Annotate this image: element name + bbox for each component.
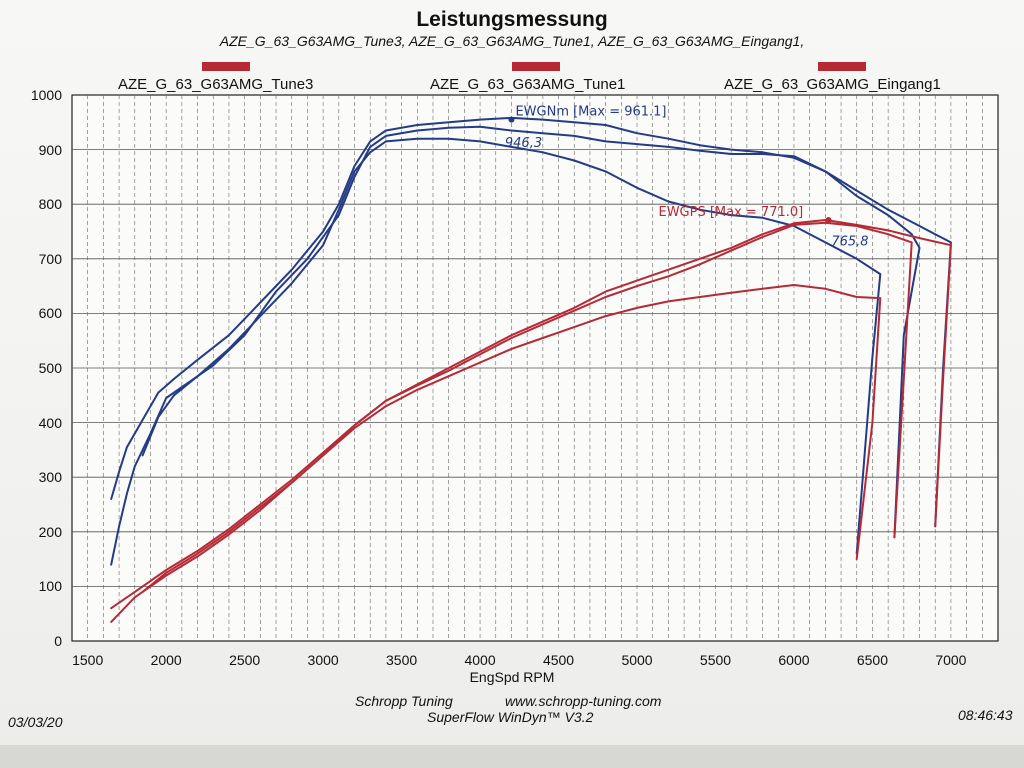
- power-series-line: [141, 284, 882, 593]
- handwritten-note: 765,8: [831, 235, 868, 250]
- x-tick-label: 5500: [699, 652, 732, 668]
- legend-swatch-tune3: [202, 62, 250, 71]
- x-axis-label: EngSpd RPM: [469, 669, 555, 685]
- legend-label-eingang1: AZE_G_63_G63AMG_Eingang1: [724, 76, 941, 93]
- x-tick-label: 7000: [935, 652, 967, 668]
- y-tick-label: 600: [38, 305, 62, 322]
- max-marker: [508, 116, 515, 123]
- y-tick-label: 0: [54, 633, 62, 649]
- max-annotation: EWGPS [Max = 771.0]: [658, 205, 803, 220]
- max-annotation: EWGNm [Max = 961.1]: [515, 105, 666, 120]
- y-tick-label: 800: [38, 196, 62, 213]
- legend-swatch-eingang1: [818, 62, 866, 71]
- power-series-line: [110, 221, 913, 623]
- legend-label-tune1: AZE_G_63_G63AMG_Tune1: [430, 76, 626, 93]
- y-tick-label: 700: [38, 250, 62, 267]
- y-tick-label: 200: [38, 523, 62, 540]
- power-series-line: [110, 219, 952, 610]
- x-tick-label: 3000: [307, 652, 339, 668]
- x-tick-label: 1500: [72, 652, 104, 668]
- x-tick-label: 4500: [542, 652, 575, 668]
- y-tick-label: 400: [38, 414, 62, 431]
- x-tick-label: 2500: [229, 652, 261, 668]
- x-tick-label: 6000: [778, 652, 810, 668]
- x-tick-label: 2000: [150, 652, 182, 668]
- grid-layer: [72, 95, 998, 641]
- x-tick-label: 5000: [621, 652, 653, 668]
- y-tick-label: 1000: [30, 87, 62, 103]
- torque-series-line: [141, 137, 882, 555]
- footer-software: SuperFlow WinDyn™ V3.2: [427, 709, 594, 725]
- annotation-layer: EWGNm [Max = 961.1] 946,3 EWGPS [Max = 771…: [505, 105, 869, 250]
- x-tick-label: 4000: [464, 652, 496, 668]
- x-tick-label: 3500: [386, 652, 418, 668]
- footer-time: 08:46:43: [958, 707, 1013, 723]
- max-marker: [825, 217, 832, 224]
- footer-url: www.schropp-tuning.com: [505, 693, 662, 709]
- handwritten-note: 946,3: [505, 136, 542, 151]
- footer-date: 03/03/20: [8, 714, 63, 730]
- y-tick-label: 300: [38, 469, 62, 486]
- chart-title: Leistungsmessung: [416, 8, 608, 31]
- footer-company: Schropp Tuning: [355, 693, 453, 709]
- torque-series-line: [110, 125, 952, 566]
- y-tick-label: 500: [38, 360, 62, 376]
- series-layer: [110, 116, 952, 623]
- torque-series-line: [110, 116, 921, 539]
- legend-label-tune3: AZE_G_63_G63AMG_Tune3: [118, 76, 314, 93]
- legend-swatch-tune1: [512, 62, 560, 71]
- y-tick-label: 900: [38, 141, 62, 158]
- x-tick-label: 6500: [856, 652, 889, 668]
- y-tick-label: 100: [38, 578, 62, 595]
- chart-subtitle: AZE_G_63_G63AMG_Tune3, AZE_G_63_G63AMG_T…: [219, 33, 805, 49]
- sheet-shadow: [0, 745, 1024, 768]
